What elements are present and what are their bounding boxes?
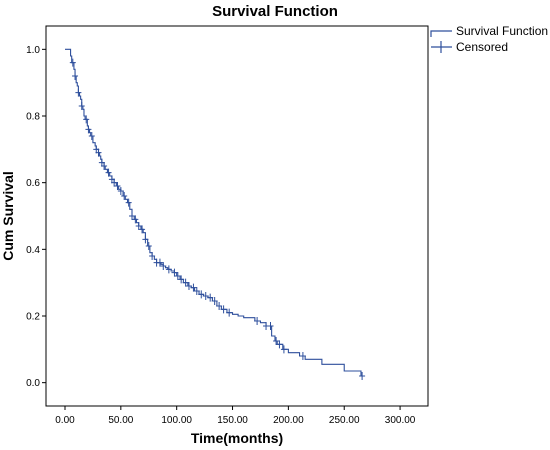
censored-mark <box>174 272 181 280</box>
censored-mark <box>75 88 82 97</box>
censored-mark <box>193 287 200 295</box>
y-tick-label: 0.0 <box>26 378 40 389</box>
y-axis-ticks: 0.0 0.2 0.4 0.6 0.8 1.0 <box>26 45 46 389</box>
censored-mark <box>129 212 136 220</box>
y-tick-label: 0.6 <box>26 178 40 189</box>
series-layer <box>64 48 362 376</box>
censored-mark <box>83 115 90 124</box>
x-tick-label: 150.00 <box>217 415 248 426</box>
y-tick-label: 0.4 <box>26 245 40 256</box>
censored-mark <box>190 283 197 292</box>
censored-mark <box>95 148 102 157</box>
censored-mark <box>132 215 139 224</box>
censored-mark <box>142 235 149 244</box>
x-tick-label: 300.00 <box>385 415 416 426</box>
legend-censored-label: Censored <box>456 40 508 54</box>
censored-mark <box>105 168 112 177</box>
censored-mark <box>198 290 205 299</box>
legend: Survival Function Censored <box>430 24 548 54</box>
censored-mark <box>171 268 178 277</box>
y-tick-label: 0.8 <box>26 112 40 123</box>
censored-mark <box>135 222 142 230</box>
censored-mark <box>211 297 218 305</box>
censored-mark <box>273 337 280 345</box>
censored-mark <box>202 292 209 300</box>
censored-mark <box>69 58 76 67</box>
censored-marks <box>69 58 366 380</box>
censored-mark <box>72 72 79 80</box>
censored-mark <box>216 302 223 310</box>
censored-mark <box>226 308 233 317</box>
censored-mark <box>280 345 287 354</box>
censored-mark <box>276 340 283 349</box>
censored-mark <box>117 187 124 195</box>
y-axis-label: Cum Survival <box>0 171 16 260</box>
x-tick-label: 50.00 <box>108 415 133 426</box>
censored-mark <box>139 225 146 234</box>
x-axis-ticks: 0.00 50.00 100.00 150.00 200.00 250.00 300.00 <box>55 406 416 426</box>
censored-mark <box>125 198 132 207</box>
censored-mark <box>111 178 118 187</box>
legend-censored-symbol <box>431 41 452 53</box>
x-tick-label: 0.00 <box>55 415 75 426</box>
chart-title: Survival Function <box>212 3 338 20</box>
censored-mark <box>160 262 167 270</box>
censored-mark <box>267 322 274 330</box>
censored-mark <box>149 252 156 260</box>
censored-mark <box>114 182 121 190</box>
legend-survival-function-symbol <box>430 30 452 37</box>
x-tick-label: 100.00 <box>161 415 192 426</box>
censored-mark <box>101 162 108 170</box>
censored-mark <box>182 278 189 287</box>
x-tick-label: 250.00 <box>329 415 360 426</box>
censored-mark <box>85 125 92 134</box>
censored-mark <box>207 293 214 302</box>
y-tick-label: 1.0 <box>26 45 40 56</box>
censored-mark <box>185 282 192 290</box>
censored-mark <box>299 352 306 360</box>
censored-mark <box>178 275 185 284</box>
censored-mark <box>156 258 163 267</box>
censored-mark <box>165 265 172 274</box>
censored-mark <box>145 242 152 250</box>
censored-mark <box>121 192 128 200</box>
censored-mark <box>220 305 227 314</box>
x-tick-label: 200.00 <box>273 415 304 426</box>
x-axis-label: Time(months) <box>191 430 283 446</box>
censored-mark <box>78 102 85 110</box>
survival-function-line <box>64 48 362 376</box>
censored-mark <box>88 132 95 140</box>
censored-mark <box>254 317 261 325</box>
censored-mark <box>359 372 366 380</box>
y-tick-label: 0.2 <box>26 312 40 323</box>
plot-area-frame <box>45 25 429 407</box>
legend-survival-function-label: Survival Function <box>456 24 548 38</box>
